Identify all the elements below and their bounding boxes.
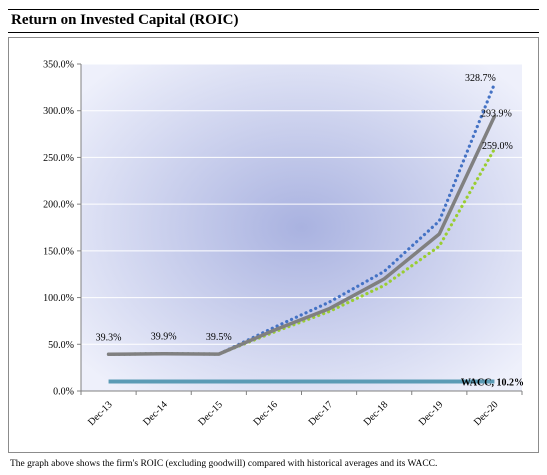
y-axis-ticks: 0.0% 50.0% 100.0% 150.0% 200.0% 250.0% 300.0% 3… bbox=[43, 60, 82, 398]
x-tick-label: Dec-18 bbox=[362, 399, 391, 428]
x-tick-label: Dec-16 bbox=[251, 399, 280, 428]
data-label: 293.9% bbox=[481, 108, 512, 119]
series-layer bbox=[106, 82, 497, 384]
x-tick-label: Dec-17 bbox=[307, 399, 336, 428]
chart-frame: 0.0% 50.0% 100.0% 150.0% 200.0% 250.0% 300.0% 3… bbox=[8, 37, 539, 453]
plot-area bbox=[81, 64, 522, 391]
y-tick-label: 250.0% bbox=[43, 153, 74, 164]
data-label: 259.0% bbox=[482, 141, 513, 152]
title-bar: Return on Invested Capital (ROIC) bbox=[8, 9, 539, 33]
roic-chart: 0.0% 50.0% 100.0% 150.0% 200.0% 250.0% 300.0% 3… bbox=[43, 60, 524, 428]
data-label: 39.5% bbox=[206, 332, 232, 343]
y-tick-label: 0.0% bbox=[53, 387, 74, 398]
y-tick-label: 150.0% bbox=[43, 246, 74, 257]
y-tick-label: 350.0% bbox=[43, 60, 74, 71]
data-label: 39.3% bbox=[96, 332, 122, 343]
data-label: 39.9% bbox=[151, 332, 177, 343]
y-tick-label: 100.0% bbox=[43, 293, 74, 304]
series-line-roic bbox=[106, 114, 497, 357]
x-tick-label: Dec-19 bbox=[417, 399, 446, 428]
y-tick-label: 300.0% bbox=[43, 106, 74, 117]
y-tick-label: 200.0% bbox=[43, 200, 74, 211]
x-axis-ticks: Dec-13 Dec-14 Dec-15 Dec-16 Dec-17 Dec-18 Dec-… bbox=[80, 390, 523, 428]
x-tick-label: Dec-13 bbox=[86, 399, 115, 428]
data-label: 328.7% bbox=[465, 73, 496, 84]
x-tick-label: Dec-15 bbox=[196, 399, 225, 428]
chart-caption: The graph above shows the firm's ROIC (e… bbox=[10, 459, 438, 469]
y-tick-label: 50.0% bbox=[48, 340, 74, 351]
x-tick-label: Dec-14 bbox=[141, 399, 170, 428]
data-labels: 39.3% 39.9% 39.5% 328.7% 293.9% 259.0% WACC, 1… bbox=[96, 73, 524, 389]
page-title: Return on Invested Capital (ROIC) bbox=[11, 12, 239, 28]
data-label: WACC, 10.2% bbox=[461, 377, 524, 388]
x-tick-label: Dec-20 bbox=[472, 399, 501, 428]
grid-lines bbox=[81, 63, 522, 392]
